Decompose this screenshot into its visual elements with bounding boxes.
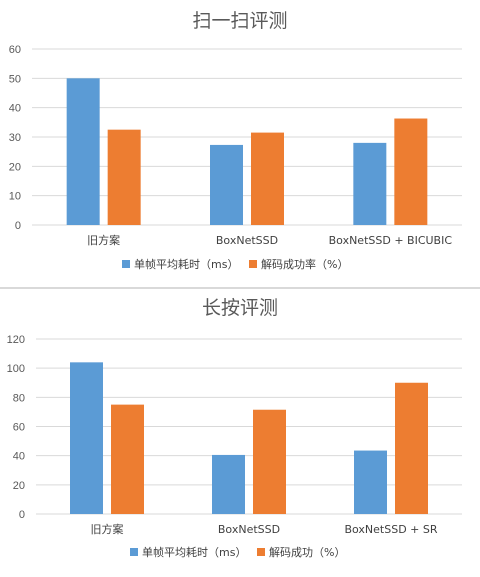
x-category-label: BoxNetSSD + BICUBIC [329, 234, 453, 247]
legend-label: 单帧平均耗时（ms） [142, 545, 246, 559]
y-tick-label: 30 [9, 132, 21, 144]
y-tick-label: 0 [15, 220, 21, 232]
bar-success-2 [394, 118, 428, 225]
legend-label: 单帧平均耗时（ms） [134, 257, 238, 271]
bar-time-2 [354, 450, 387, 514]
bar-success-1 [253, 409, 286, 514]
chart-title: 长按评测 [202, 297, 278, 319]
legend-swatch [122, 260, 130, 268]
bar-success-1 [251, 132, 284, 225]
y-tick-label: 20 [13, 480, 25, 492]
bar-time-0 [66, 78, 100, 225]
bar-success-0 [111, 404, 144, 514]
bar-time-2 [353, 142, 387, 225]
x-category-label: 旧方案 [87, 233, 120, 247]
legend-swatch [249, 260, 257, 268]
legend-label: 解码成功率（%） [261, 257, 348, 271]
bar-success-0 [107, 129, 141, 225]
x-category-label: BoxNetSSD [216, 234, 278, 247]
y-tick-label: 60 [9, 44, 21, 56]
y-tick-label: 10 [9, 191, 21, 203]
y-tick-label: 100 [7, 363, 25, 375]
x-category-label: 旧方案 [91, 522, 124, 536]
chart-title: 扫一扫评测 [192, 10, 287, 32]
y-tick-label: 40 [13, 451, 25, 463]
y-tick-label: 80 [13, 392, 25, 404]
legend-swatch [130, 548, 138, 556]
chart-panel-longpress: 长按评测 0 20 40 60 80 100 120 旧方案 BoxNetSSD BoxNetS… [0, 289, 480, 577]
y-tick-label: 20 [9, 161, 21, 173]
y-tick-label: 60 [13, 422, 25, 434]
legend-label: 解码成功（%） [269, 545, 345, 559]
x-category-label: BoxNetSSD [218, 523, 280, 536]
chart-longpress-evaluation: 长按评测 0 20 40 60 80 100 120 旧方案 BoxNetSSD BoxNetS… [7, 297, 462, 559]
bar-time-1 [210, 144, 243, 225]
chart-panel-scan: 扫一扫评测 0 10 20 30 40 50 60 旧方案 BoxNetSSD BoxNetSS… [0, 0, 480, 287]
y-tick-label: 50 [9, 73, 21, 85]
chart-scan-evaluation: 扫一扫评测 0 10 20 30 40 50 60 旧方案 BoxNetSSD BoxNetSS… [9, 10, 462, 271]
x-category-label: BoxNetSSD + SR [344, 523, 437, 536]
panel-divider [0, 287, 480, 289]
y-tick-label: 0 [19, 509, 25, 521]
legend-swatch [257, 548, 265, 556]
bar-success-2 [395, 382, 428, 514]
y-tick-label: 120 [7, 334, 25, 346]
bar-time-1 [212, 454, 245, 514]
y-tick-label: 40 [9, 103, 21, 115]
bar-time-0 [70, 362, 103, 514]
